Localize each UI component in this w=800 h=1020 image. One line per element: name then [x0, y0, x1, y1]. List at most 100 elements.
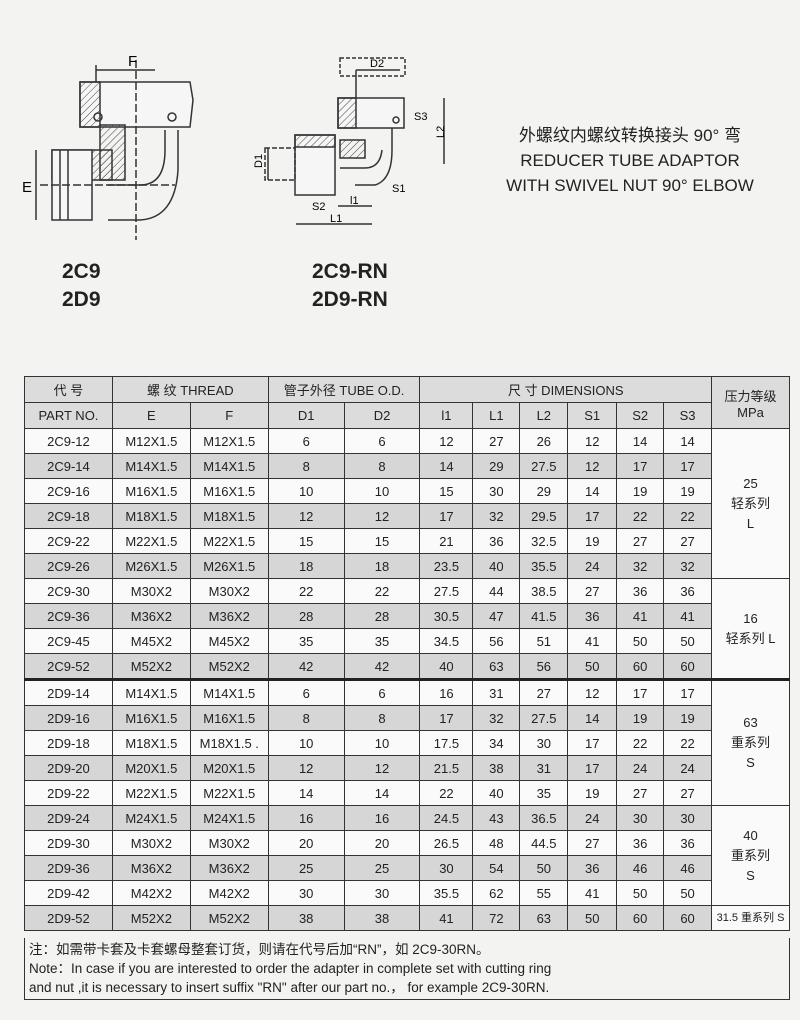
model-codes-right: 2C9-RN 2D9-RN: [312, 258, 388, 314]
table-cell: 12: [567, 428, 618, 454]
table-cell: 22: [616, 503, 665, 529]
pressure-rating-line: 25: [743, 475, 758, 491]
table-cell: 56: [519, 653, 569, 680]
table-cell: M14X1.5: [111, 678, 191, 706]
pressure-rating-cell: 40 重系列 S: [711, 805, 790, 906]
table-cell: M42X2: [111, 880, 191, 906]
table-cell: 51: [519, 628, 569, 654]
header-col-s2: S2: [616, 402, 665, 429]
table-cell: 50: [519, 855, 569, 881]
fitting-2c9-rn-drawing: [264, 57, 445, 225]
part-number-cell: 2C9-14: [24, 453, 113, 479]
table-cell: 20: [267, 830, 345, 856]
table-cell: 21: [419, 528, 474, 554]
table-cell: 63: [519, 905, 569, 931]
table-cell: 12: [267, 503, 345, 529]
table-cell: 27.5: [419, 578, 474, 604]
header-col-l1: L1: [472, 402, 521, 429]
table-cell: 30: [267, 880, 345, 906]
table-cell: 42: [343, 653, 421, 680]
table-cell: 22: [419, 780, 474, 806]
part-number-cell: 2C9-36: [24, 603, 113, 629]
table-cell: 6: [267, 678, 345, 706]
table-cell: M36X2: [111, 855, 191, 881]
pressure-rating-cell: 31.5 重系列 S: [711, 905, 790, 931]
table-cell: 10: [343, 730, 421, 756]
table-cell: 14: [616, 428, 665, 454]
header-col-d2: D2: [343, 402, 421, 429]
table-cell: 46: [663, 855, 713, 881]
table-cell: M14X1.5: [189, 453, 269, 479]
table-cell: 8: [267, 705, 345, 731]
table-cell: 30: [663, 805, 713, 831]
table-cell: 16: [343, 805, 421, 831]
table-cell: 41: [567, 880, 618, 906]
table-cell: 48: [472, 830, 521, 856]
table-cell: 17: [616, 678, 665, 706]
table-cell: 30: [616, 805, 665, 831]
header-thread: 螺 纹 THREAD: [111, 376, 269, 403]
table-cell: M22X1.5: [111, 528, 191, 554]
table-cell: 27: [663, 780, 713, 806]
table-cell: 14: [343, 780, 421, 806]
table-cell: 12: [567, 453, 618, 479]
table-cell: 30: [519, 730, 569, 756]
table-row: 2D9-42 M42X2 M42X2 30 30 35.5 62 55 41 50 50: [24, 880, 790, 906]
table-cell: 22: [663, 730, 713, 756]
pressure-rating-line: 重系列: [731, 847, 771, 863]
table-cell: 32: [663, 553, 713, 579]
table-cell: 35: [343, 628, 421, 654]
dim-label-s2: S2: [312, 201, 325, 213]
table-cell: 23.5: [419, 553, 474, 579]
table-cell: 24: [663, 755, 713, 781]
table-cell: 27: [616, 528, 665, 554]
table-cell: 10: [343, 478, 421, 504]
table-cell: 36: [663, 578, 713, 604]
table-cell: 28: [343, 603, 421, 629]
part-number-cell: 2C9-12: [24, 428, 113, 454]
table-cell: 50: [567, 905, 618, 931]
table-cell: M52X2: [189, 905, 269, 931]
table-cell: 30.5: [419, 603, 474, 629]
table-cell: 12: [343, 755, 421, 781]
pressure-rating-line: 重系列: [731, 735, 771, 750]
table-cell: 25: [267, 855, 345, 881]
table-cell: 19: [567, 780, 618, 806]
table-row: 2C9-16 M16X1.5 M16X1.5 10 10 15 30 29 14 19 19: [24, 478, 790, 504]
header-col-s3: S3: [663, 402, 713, 429]
table-cell: M24X1.5: [189, 805, 269, 831]
header-col-e: E: [111, 402, 191, 429]
part-number-cell: 2D9-20: [24, 755, 113, 781]
table-cell: 47: [472, 603, 521, 629]
table-cell: 19: [567, 528, 618, 554]
table-row: 2C9-26 M26X1.5 M26X1.5 18 18 23.5 40 35.5 24 32 32: [24, 553, 790, 579]
table-cell: M12X1.5: [111, 428, 191, 454]
table-cell: M18X1.5 .: [189, 730, 269, 756]
table-cell: 25: [343, 855, 421, 881]
table-cell: M36X2: [189, 603, 269, 629]
table-row: 2D9-30 M30X2 M30X2 20 20 26.5 48 44.5 27 36 36: [24, 830, 790, 856]
part-number-cell: 2D9-42: [24, 880, 113, 906]
table-cell: 6: [343, 428, 421, 454]
specification-table: 代 号 螺 纹 THREAD 管子外径 TUBE O.D. 尺 寸 DIMENS…: [24, 376, 790, 931]
dim-label-l1: L1: [330, 213, 342, 225]
table-cell: 28: [267, 603, 345, 629]
table-cell: 18: [267, 553, 345, 579]
dim-label-d2: D2: [370, 58, 384, 70]
table-cell: 60: [663, 905, 713, 931]
table-cell: 31: [472, 678, 521, 706]
table-cell: 8: [343, 705, 421, 731]
table-cell: 43: [472, 805, 521, 831]
table-row: 2C9-45 M45X2 M45X2 35 35 34.5 56 51 41 50 50: [24, 628, 790, 654]
table-cell: M30X2: [111, 830, 191, 856]
table-cell: 19: [663, 705, 713, 731]
table-cell: 17: [419, 503, 474, 529]
table-cell: 14: [663, 428, 713, 454]
table-cell: 60: [663, 653, 713, 680]
pressure-rating-line: 轻系列: [731, 495, 771, 511]
table-cell: 15: [267, 528, 345, 554]
dim-label-e: E: [22, 179, 32, 196]
table-cell: 44: [472, 578, 521, 604]
title-en-line2: WITH SWIVEL NUT 90° ELBOW: [506, 176, 754, 195]
table-row: 2D9-16 M16X1.5 M16X1.5 8 8 17 32 27.5 14 19 19: [24, 705, 790, 731]
